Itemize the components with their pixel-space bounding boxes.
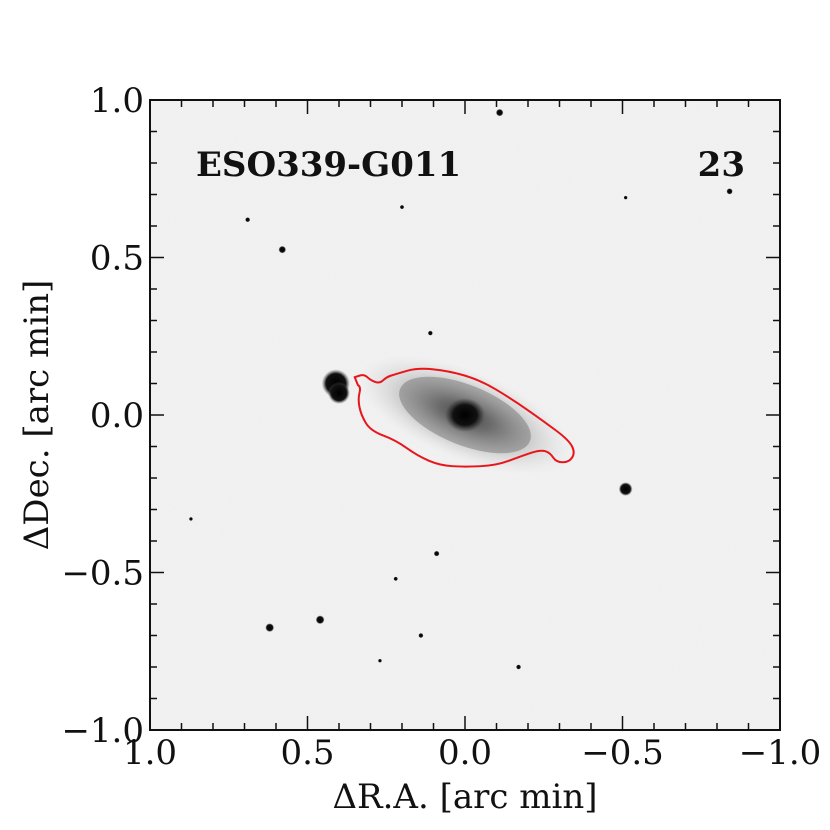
y-tick-labels: 1.0 0.5 0.0 −0.5 −1.0 — [61, 81, 144, 751]
star — [315, 615, 325, 625]
star — [245, 217, 251, 223]
star — [433, 550, 440, 557]
red-contour — [353, 367, 575, 468]
x-tick-label: 1.0 — [123, 733, 177, 773]
axis-ticks — [149, 99, 781, 731]
field-stars — [188, 108, 733, 670]
x-tick-label: 0.5 — [280, 733, 334, 773]
sky-image — [150, 100, 780, 730]
panel-number-label: 23 — [698, 145, 745, 185]
x-tick-label: 0.0 — [438, 733, 492, 773]
y-tick-label: 0.5 — [90, 239, 144, 279]
y-tick-label: 0.0 — [90, 396, 144, 436]
star — [278, 245, 287, 254]
star — [516, 664, 522, 670]
star — [393, 576, 398, 582]
x-axis-title: ΔR.A. [arc min] — [332, 777, 597, 817]
x-tick-label: −1.0 — [739, 733, 822, 773]
star — [399, 204, 405, 210]
star — [618, 482, 633, 496]
star — [427, 330, 433, 336]
y-tick-label: −0.5 — [61, 554, 144, 594]
y-tick-label: −1.0 — [61, 711, 144, 751]
star — [377, 658, 382, 663]
star — [495, 108, 504, 117]
star — [188, 516, 193, 521]
galaxy-core — [445, 398, 485, 432]
x-tick-label: −0.5 — [581, 733, 664, 773]
y-axis-title: ΔDec. [arc min] — [17, 280, 57, 551]
star — [327, 381, 351, 404]
galaxy-ESO339-G011 — [357, 355, 573, 475]
star — [265, 623, 275, 633]
star — [623, 195, 628, 200]
object-name-label: ESO339-G011 — [196, 145, 461, 185]
y-tick-label: 1.0 — [90, 81, 144, 121]
star — [418, 632, 424, 639]
x-tick-labels: 1.0 0.5 0.0 −0.5 −1.0 — [123, 733, 821, 773]
star — [726, 188, 733, 195]
